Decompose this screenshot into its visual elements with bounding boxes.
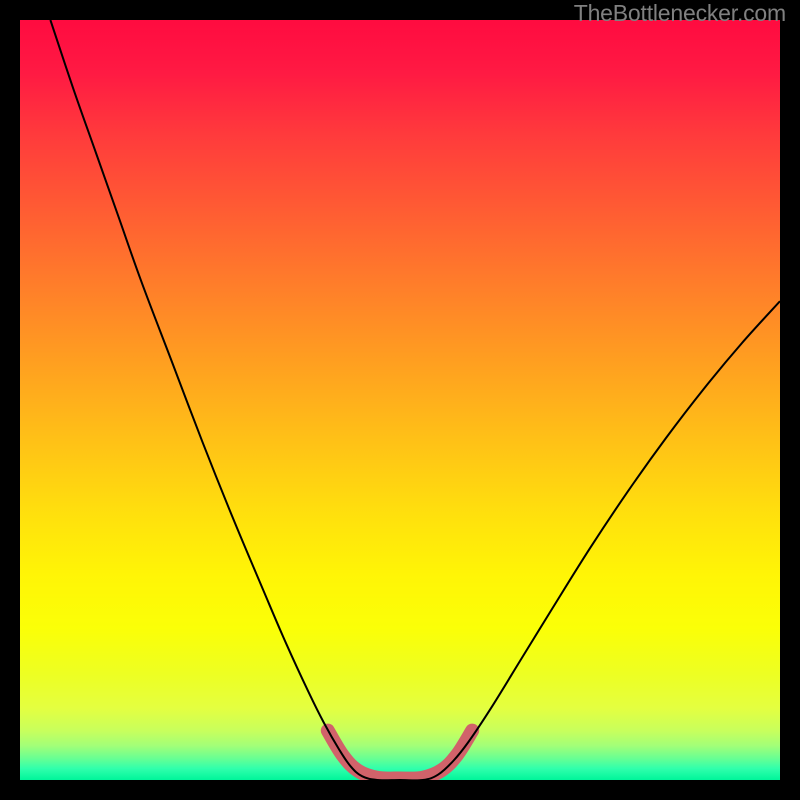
watermark-text: TheBottlenecker.com [574, 0, 786, 27]
bottleneck-chart [20, 20, 780, 780]
plot-background [20, 20, 780, 780]
